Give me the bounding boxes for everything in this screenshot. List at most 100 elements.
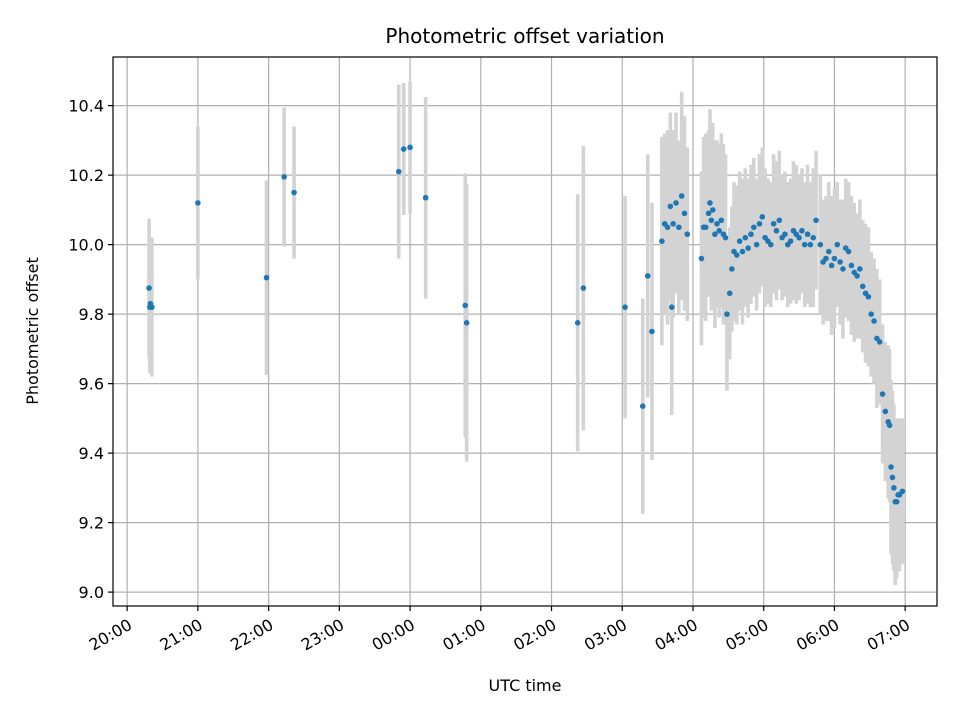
data-point: [859, 283, 866, 290]
chart-title: Photometric offset variation: [385, 24, 664, 48]
data-point: [659, 238, 665, 244]
data-point: [729, 266, 735, 272]
grid-lines: [113, 57, 937, 606]
data-point: [718, 217, 725, 224]
data-point: [739, 248, 746, 255]
data-point: [828, 262, 835, 269]
data-point: [770, 220, 777, 227]
data-point: [893, 498, 900, 505]
data-point: [751, 224, 757, 231]
data-point: [879, 391, 886, 397]
data-point: [759, 214, 766, 220]
y-tick-label: 10.2: [68, 166, 104, 185]
data-point: [857, 266, 863, 272]
data-point: [871, 318, 877, 324]
data-point: [684, 231, 691, 238]
y-axis-label: Photometric offset: [23, 257, 42, 405]
data-point: [708, 217, 715, 224]
data-point: [817, 241, 824, 248]
y-tick-label: 9.8: [79, 305, 104, 324]
data-point: [724, 311, 730, 317]
data-point: [676, 224, 682, 231]
data-point: [756, 220, 763, 227]
data-point: [580, 285, 587, 291]
data-point: [810, 234, 817, 241]
y-axis-ticks: 9.0 9.2 9.4 9.6 9.8 10.0 10.2 10.4: [68, 97, 113, 602]
data-point: [395, 168, 402, 175]
data-point: [865, 293, 872, 300]
data-point: [796, 234, 802, 241]
data-point: [804, 231, 811, 238]
data-point: [146, 285, 152, 291]
data-point: [291, 189, 297, 196]
x-tick-label: 21:00: [156, 615, 205, 655]
data-point: [736, 238, 743, 244]
data-point: [891, 485, 897, 491]
data-point: [882, 408, 889, 415]
data-point: [722, 234, 729, 241]
x-tick-label: 23:00: [298, 615, 347, 655]
data-point: [868, 311, 875, 317]
data-point: [889, 474, 896, 481]
data-point: [753, 241, 760, 248]
data-point: [644, 273, 651, 279]
data-point: [742, 234, 749, 241]
data-point: [825, 248, 832, 255]
data-point: [622, 304, 628, 310]
data-point: [813, 217, 819, 224]
y-tick-label: 9.2: [79, 514, 104, 533]
data-point: [407, 144, 413, 151]
data-point: [726, 290, 733, 297]
data-point: [698, 255, 705, 262]
data-point: [714, 220, 720, 227]
data-point: [748, 231, 754, 238]
y-tick-label: 9.6: [79, 375, 104, 394]
data-point: [195, 200, 201, 206]
x-tick-label: 00:00: [369, 615, 418, 655]
data-point: [702, 224, 709, 231]
data-point: [837, 259, 843, 265]
data-point: [807, 241, 814, 248]
data-point: [668, 304, 675, 310]
data-point: [281, 174, 287, 180]
data-point: [649, 328, 655, 335]
data-point: [831, 255, 838, 262]
data-point: [845, 248, 852, 255]
x-tick-label: 03:00: [581, 615, 630, 655]
data-point: [848, 262, 855, 269]
data-point: [149, 304, 155, 310]
data-points: [146, 144, 906, 505]
data-point: [886, 422, 893, 429]
data-point: [799, 227, 805, 234]
x-tick-label: 07:00: [864, 615, 913, 655]
data-point: [709, 207, 716, 213]
x-tick-label: 01:00: [439, 615, 488, 655]
x-tick-label: 05:00: [722, 615, 771, 655]
data-point: [667, 203, 674, 210]
data-point: [664, 224, 671, 231]
plot-frame: [112, 56, 938, 607]
data-point: [899, 488, 906, 495]
x-tick-label: 04:00: [652, 615, 701, 655]
data-point: [787, 238, 794, 244]
data-point: [734, 252, 740, 258]
y-tick-label: 9.0: [79, 583, 104, 602]
y-tick-label: 10.4: [68, 97, 104, 116]
data-point: [422, 194, 429, 201]
data-point: [712, 231, 718, 238]
x-tick-label: 02:00: [510, 615, 559, 655]
data-point: [840, 266, 846, 272]
data-point: [716, 227, 722, 234]
data-point: [462, 302, 469, 309]
data-point: [834, 241, 841, 248]
data-point: [681, 210, 688, 217]
data-point: [705, 210, 712, 217]
x-tick-label: 06:00: [793, 615, 842, 655]
data-point: [854, 273, 860, 279]
error-bars: [147, 81, 905, 586]
data-point: [823, 255, 829, 262]
data-point: [574, 320, 581, 326]
x-axis-ticks: 20:00 21:00 22:00 23:00 00:00 01:00 02:00 03:00…: [86, 606, 913, 655]
data-point: [678, 193, 685, 199]
